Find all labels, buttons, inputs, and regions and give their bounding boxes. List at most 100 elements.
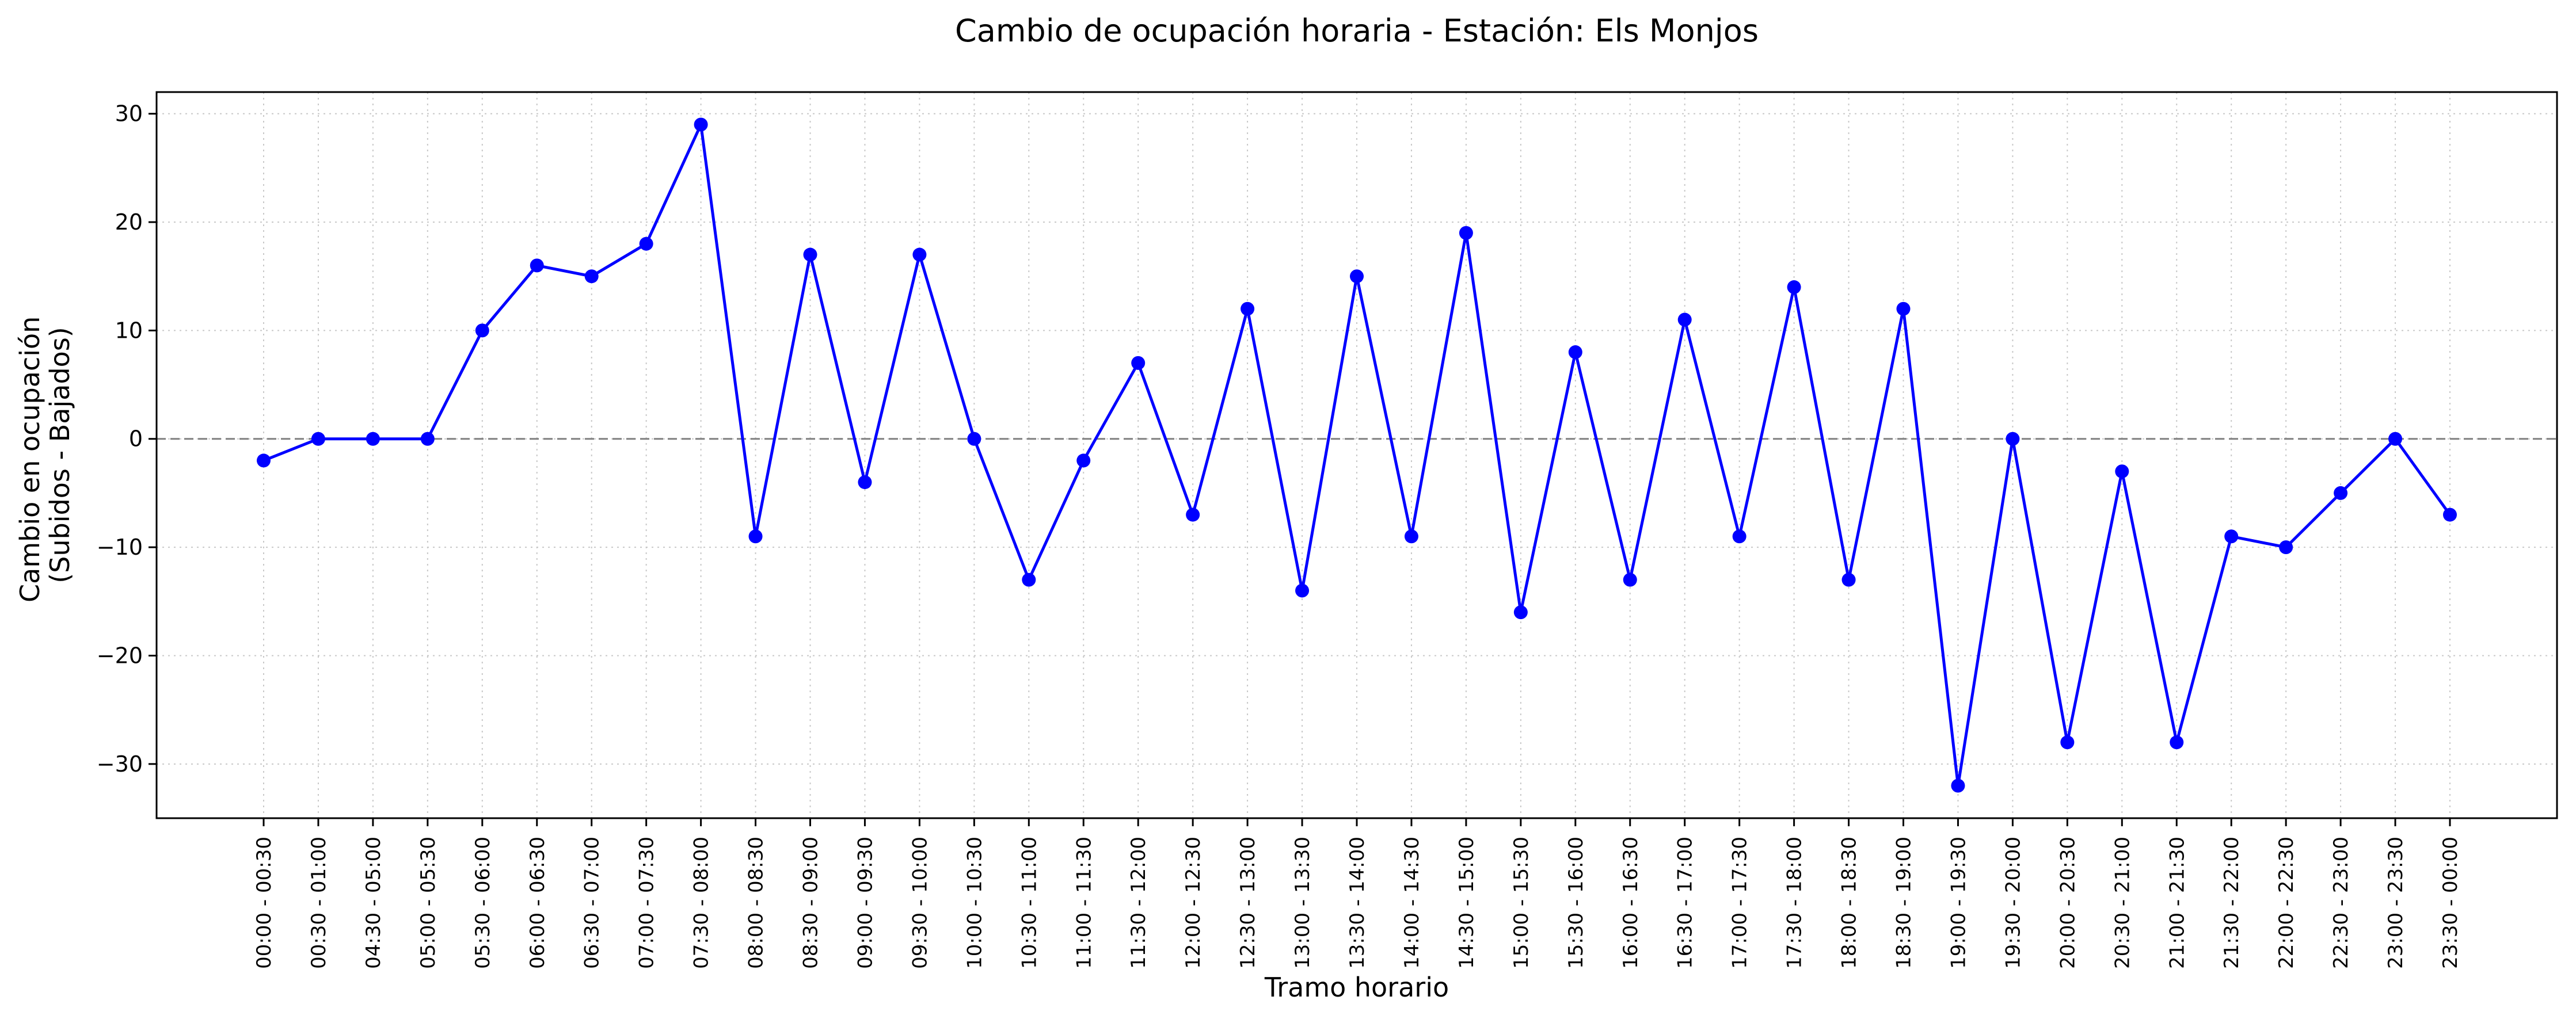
x-tick-label: 13:30 - 14:00 (1346, 837, 1369, 969)
data-point (1896, 301, 1911, 316)
chart-title: Cambio de ocupación horaria - Estación: … (955, 13, 1759, 49)
x-tick-label: 13:00 - 13:30 (1291, 837, 1314, 969)
x-tick-label: 07:00 - 07:30 (636, 837, 659, 969)
y-tick-label: 0 (129, 426, 143, 452)
data-point (1241, 301, 1255, 316)
x-tick-label: 12:30 - 13:00 (1236, 837, 1260, 969)
x-tick-label: 14:00 - 14:30 (1401, 837, 1424, 969)
data-point (2006, 432, 2020, 446)
x-tick-label: 20:30 - 21:00 (2111, 837, 2134, 969)
x-tick-label: 10:30 - 11:00 (1018, 837, 1041, 969)
data-point (366, 432, 380, 446)
data-point (639, 236, 653, 251)
x-tick-label: 21:00 - 21:30 (2166, 837, 2189, 969)
x-tick-label: 18:00 - 18:30 (1838, 837, 1861, 969)
y-tick-label: 30 (115, 101, 143, 127)
data-point (2170, 735, 2184, 750)
x-tick-label: 06:00 - 06:30 (526, 837, 549, 969)
x-tick-label: 17:00 - 17:30 (1729, 837, 1752, 969)
data-point (803, 247, 817, 262)
y-axis-label-line-1: Cambio en ocupación (14, 316, 45, 602)
y-tick-label: −20 (97, 643, 143, 668)
x-tick-label: 19:00 - 19:30 (1947, 837, 1970, 969)
data-point (1677, 312, 1692, 327)
data-point (1404, 529, 1418, 544)
x-tick-label: 08:30 - 09:00 (800, 837, 823, 969)
data-point (912, 247, 927, 262)
x-tick-label: 16:00 - 16:30 (1619, 837, 1642, 969)
data-point (530, 258, 544, 273)
data-point (1951, 778, 1965, 793)
data-point (475, 323, 489, 338)
x-tick-label: 10:00 - 10:30 (963, 837, 986, 969)
x-axis-label: Tramo horario (1264, 972, 1449, 1003)
x-axis-ticks: 00:00 - 00:30 00:30 - 01:00 04:30 - 05:00 0… (253, 818, 2462, 969)
x-tick-label: 05:00 - 05:30 (417, 837, 440, 969)
data-point (748, 529, 763, 544)
data-point (420, 432, 435, 446)
data-point (2334, 486, 2348, 500)
data-point (858, 475, 872, 490)
x-tick-label: 06:30 - 07:00 (581, 837, 604, 969)
x-tick-label: 00:00 - 00:30 (253, 837, 276, 969)
y-tick-label: −30 (97, 751, 143, 777)
y-axis-label-line-2: (Subidos - Bajados) (44, 327, 75, 583)
x-tick-label: 17:30 - 18:00 (1783, 837, 1806, 969)
data-point (2224, 529, 2239, 544)
x-tick-label: 14:30 - 15:00 (1455, 837, 1478, 969)
data-point (967, 432, 981, 446)
x-tick-label: 09:00 - 09:30 (854, 837, 877, 969)
x-tick-label: 05:30 - 06:00 (471, 837, 494, 969)
data-point (1459, 226, 1473, 240)
data-points (257, 117, 2457, 793)
data-point (1841, 573, 1856, 587)
x-tick-label: 16:30 - 17:00 (1674, 837, 1697, 969)
data-point (2115, 464, 2129, 479)
y-axis-label: Cambio en ocupación (Subidos - Bajados) (14, 308, 75, 602)
data-point (1295, 583, 1310, 598)
data-point (1022, 573, 1036, 587)
data-point (694, 117, 708, 132)
data-point (2443, 507, 2457, 522)
data-point (2060, 735, 2075, 750)
x-tick-label: 22:00 - 22:30 (2275, 837, 2298, 969)
data-point (2388, 432, 2403, 446)
y-tick-label: 10 (115, 318, 143, 343)
x-tick-label: 19:30 - 20:00 (2002, 837, 2025, 969)
x-tick-label: 07:30 - 08:00 (690, 837, 713, 969)
y-tick-label: −10 (97, 535, 143, 560)
data-point (257, 453, 271, 468)
x-tick-label: 15:00 - 15:30 (1510, 837, 1533, 969)
data-point (1732, 529, 1746, 544)
data-point (1787, 280, 1801, 295)
x-tick-label: 22:30 - 23:00 (2330, 837, 2353, 969)
data-point (1076, 453, 1091, 468)
data-point (1350, 269, 1364, 284)
data-point (1186, 507, 1200, 522)
data-point (1623, 573, 1637, 587)
x-tick-label: 23:30 - 00:00 (2439, 837, 2462, 969)
x-tick-label: 12:00 - 12:30 (1182, 837, 1205, 969)
x-tick-label: 04:30 - 05:00 (362, 837, 385, 969)
x-tick-label: 20:00 - 20:30 (2056, 837, 2079, 969)
x-tick-label: 00:30 - 01:00 (307, 837, 330, 969)
data-point (1131, 356, 1146, 370)
y-axis-ticks: −30 −20 −10 0 10 20 30 (97, 101, 157, 777)
data-point (1513, 605, 1528, 620)
data-point (2279, 540, 2293, 555)
x-tick-label: 15:30 - 16:00 (1565, 837, 1588, 969)
grid (157, 92, 2557, 818)
data-point (311, 432, 325, 446)
x-tick-label: 08:00 - 08:30 (745, 837, 768, 969)
x-tick-label: 09:30 - 10:00 (908, 837, 931, 969)
y-tick-label: 20 (115, 209, 143, 235)
x-tick-label: 18:30 - 19:00 (1893, 837, 1916, 969)
data-point (584, 269, 599, 284)
x-tick-label: 11:30 - 12:00 (1127, 837, 1150, 969)
data-point (1568, 345, 1582, 360)
x-tick-label: 21:30 - 22:00 (2220, 837, 2243, 969)
x-tick-label: 23:00 - 23:30 (2384, 837, 2407, 969)
x-tick-label: 11:00 - 11:30 (1072, 837, 1095, 969)
